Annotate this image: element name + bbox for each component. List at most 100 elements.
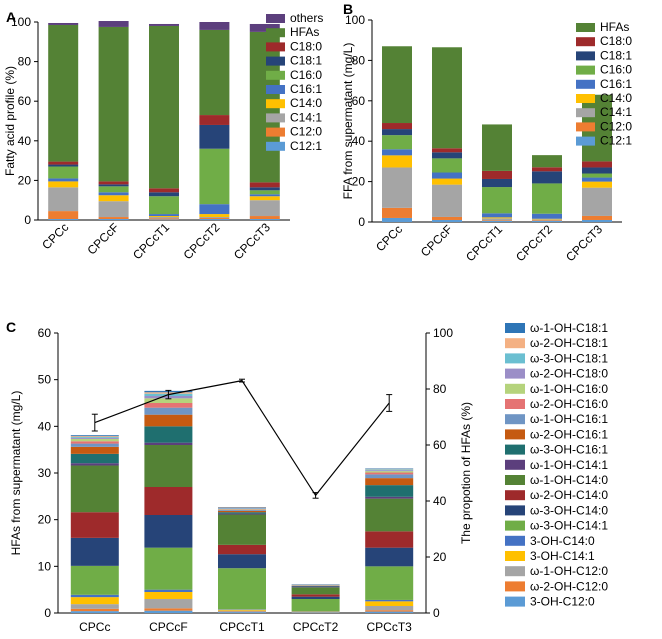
panel-c-ytick-label: 40 (38, 419, 52, 433)
panel-a-bar-cpcct1-c16-0 (149, 196, 179, 214)
panel-a-legend-label-c14-1: C14:1 (290, 110, 322, 124)
panel-b-bar-cpcct2-c12-0 (532, 220, 562, 221)
panel-b-legend-swatch-c12-0 (576, 122, 595, 131)
panel-a-ytick-label: 100 (11, 15, 31, 29)
panel-c-bar-cpccf-2-oh-c16-1 (144, 415, 192, 427)
panel-b-bar-cpccf-c18-1 (432, 152, 462, 158)
panel-b-bar-cpcct2-hfas (532, 155, 562, 167)
panel-b-bar-cpcct1-c18-0 (482, 171, 512, 179)
panel-a-legend-swatch-c16-0 (266, 71, 285, 80)
panel-b-bar-cpcc-c16-1 (382, 149, 412, 155)
panel-c-legend-label-2-oh-c16-1: ω-2-OH-C16:1 (530, 427, 608, 441)
panel-b-bar-cpcc-c14-0 (382, 155, 412, 167)
panel-b-xtick-label: CPCcT2 (513, 222, 555, 264)
panel-c-legend-label-3-oh-c16-1: ω-3-OH-C16:1 (530, 443, 608, 457)
panel-c-bar-cpcct2-3-oh-c14-0 (292, 597, 340, 599)
panel-c-xtick-label: CPCcT1 (219, 620, 265, 634)
panel-a-bar-cpcct3-c18-0 (250, 182, 280, 187)
panel-c-bar-cpccf-2-oh-c12-0 (144, 608, 192, 610)
panel-b-y-axis-label: FFA from supermatant (mg/L) (341, 43, 355, 200)
panel-c-legend-swatch-1-oh-c14-0 (505, 475, 525, 485)
panel-a-xtick-label: CPCcF (84, 220, 121, 257)
panel-a-legend-label-c14-0: C14:0 (290, 96, 322, 110)
panel-c-bar-cpcc-1-oh-c16-0 (71, 439, 119, 441)
panel-c-legend-swatch-3-oh-c12-0 (505, 597, 525, 607)
panel-c-legend-swatch-3-oh-c14-1 (505, 521, 525, 531)
panel-c-legend-label-2-oh-c18-0: ω-2-OH-C18:0 (530, 367, 608, 381)
panel-c-legend-swatch-2-oh-c14-0 (505, 490, 525, 500)
panel-a-legend-swatch-hfas (266, 28, 285, 37)
panel-a-legend-label-others: others (290, 11, 323, 25)
panel-a-legend-swatch-c18-0 (266, 42, 285, 51)
panel-c-bar-cpcc-2-oh-c18-0 (71, 438, 119, 439)
panel-c-bar-cpcc-1-oh-c16-1 (71, 444, 119, 447)
panel-c-bar-cpccf-3-oh-c14-1 (144, 548, 192, 590)
panel-c-bar-cpcc-2-oh-c16-0 (71, 441, 119, 443)
panel-c-bar-cpcc-3-oh-c18-1 (71, 437, 119, 438)
panel-a-xtick-label: CPCcT1 (130, 220, 172, 262)
panel-a-bar-cpcct2-hfas (199, 30, 229, 115)
panel-a-bar-cpcc-c12-1 (48, 219, 78, 220)
panel-b: B 020406080100FFA from supermatant (mg/L… (341, 1, 632, 264)
panel-c-bar-cpcct1-3-oh-c14-1 (218, 610, 266, 611)
figure: A 020406080100Fatty acid profile (%)CPCc… (0, 0, 662, 639)
panel-c-ytick-label: 0 (44, 606, 51, 620)
panel-b-bar-cpcc-c14-1 (382, 167, 412, 207)
panel-b-bar-cpcct2-c16-1 (532, 214, 562, 219)
panel-a-legend-label-c12-1: C12:1 (290, 139, 322, 153)
panel-c-bar-cpcct1-3-oh-c12-0 (218, 612, 266, 613)
panel-b-bar-cpcc-c18-1 (382, 129, 412, 135)
panel-c-xtick-label: CPCcT3 (367, 620, 413, 634)
panel-a-bar-cpcct3-c18-1 (250, 187, 280, 190)
panel-a-bar-cpcct1-c18-1 (149, 192, 179, 196)
panel-a-bar-cpcct2-c12-0 (199, 218, 229, 219)
panel-a-bar-cpccf-c16-1 (99, 192, 129, 195)
panel-c-y2tick-label: 0 (433, 606, 440, 620)
panel-b-bar-cpccf-c14-0 (432, 179, 462, 185)
panel-a-legend-label-c16-1: C16:1 (290, 82, 322, 96)
panel-c-legend-label-1-oh-c16-0: ω-1-OH-C16:0 (530, 382, 608, 396)
panel-c-bar-cpcct3-1-oh-c16-0 (365, 471, 413, 472)
panel-a-bar-cpcct3-c12-0 (250, 216, 280, 219)
panel-c-bar-cpcct2-1-oh-c14-1 (292, 586, 340, 587)
panel-a-bar-cpcc-c16-1 (48, 178, 78, 181)
panel-c-legend-swatch-2-oh-c12-0 (505, 581, 525, 591)
panel-c-ytick-label: 10 (38, 559, 52, 573)
panel-b-legend-swatch-c12-1 (576, 137, 595, 146)
panel-c-bar-cpcct1-3-oh-c14-0 (218, 554, 266, 568)
panel-c-bar-cpcct1-3-oh-c14-1 (218, 568, 266, 609)
panel-b-bar-cpcct3-c16-1 (582, 178, 612, 182)
panel-b-bar-cpcct2-c16-0 (532, 183, 562, 213)
panel-c-legend-swatch-1-oh-c16-0 (505, 384, 525, 394)
panel-c-legend-swatch-3-oh-c14-0 (505, 536, 525, 546)
panel-a-bar-cpcct2-c14-0 (199, 214, 229, 217)
panel-c-bar-cpcc-1-oh-c14-0 (71, 466, 119, 513)
panel-c-bar-cpccf-2-oh-c16-0 (144, 403, 192, 408)
panel-c-bar-cpcct1-2-oh-c16-1 (218, 511, 266, 512)
panel-c-legend-label-3-oh-c12-0: 3-OH-C12:0 (530, 595, 595, 609)
panel-c-bar-cpccf-3-oh-c14-1 (144, 592, 192, 599)
panel-c-legend-label-1-oh-c16-1: ω-1-OH-C16:1 (530, 412, 608, 426)
panel-c-legend-label-1-oh-c14-0: ω-1-OH-C14:0 (530, 473, 608, 487)
panel-a-bar-cpccf-c16-0 (99, 186, 129, 192)
panel-b-bar-cpcc-c12-1 (382, 218, 412, 222)
panel-a-bar-cpcct2-c16-1 (199, 204, 229, 214)
panel-c-legend-swatch-1-oh-c14-1 (505, 460, 525, 470)
panel-c-bar-cpcc-3-oh-c16-1 (71, 454, 119, 463)
panel-c-y2tick-label: 20 (433, 550, 447, 564)
panel-c-bar-cpcct2-2-oh-c14-0 (292, 594, 340, 596)
panel-c-xtick-label: CPCcT2 (293, 620, 339, 634)
panel-c-bar-cpcc-2-oh-c18-1 (71, 436, 119, 437)
panel-c-legend-label-3-oh-c14-1: 3-OH-C14:1 (530, 549, 595, 563)
panel-b-legend-label-c16-1: C16:1 (600, 77, 632, 91)
panel-c-bar-cpcc-2-oh-c16-1 (71, 447, 119, 454)
panel-c-bar-cpcc-1-oh-c12-0 (71, 604, 119, 609)
panel-c-bar-cpcct1-2-oh-c14-0 (218, 545, 266, 554)
panel-c-bar-cpcct3-3-oh-c14-0 (365, 548, 413, 567)
panel-a-legend-swatch-others (266, 14, 285, 23)
panel-a-bar-cpcc-hfas (48, 25, 78, 162)
panel-c-bar-cpcct3-2-oh-c12-0 (365, 610, 413, 611)
panel-b-legend-swatch-c18-1 (576, 51, 595, 60)
panel-c-legend-swatch-2-oh-c18-1 (505, 338, 525, 348)
panel-a-legend-swatch-c12-0 (266, 128, 285, 137)
